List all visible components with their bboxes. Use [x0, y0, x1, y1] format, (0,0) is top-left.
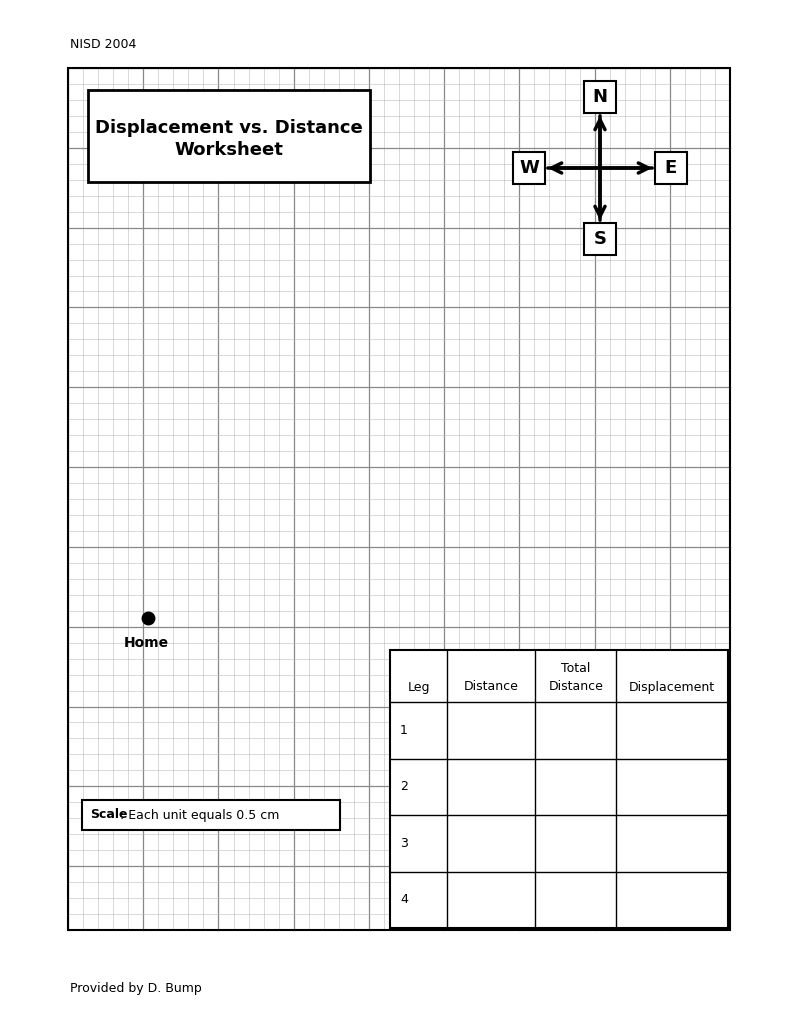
Text: Provided by D. Bump: Provided by D. Bump [70, 982, 202, 995]
Text: 4: 4 [400, 893, 408, 906]
Bar [584, 223, 616, 255]
Text: Displacement vs. Distance: Displacement vs. Distance [95, 119, 363, 137]
Text: Scale: Scale [90, 809, 127, 821]
Text: Leg: Leg [407, 681, 430, 693]
Bar [584, 81, 616, 113]
Text: 3: 3 [400, 837, 408, 850]
Text: Home: Home [123, 636, 168, 650]
Bar [82, 800, 340, 830]
Bar [655, 152, 687, 184]
Text: Displacement: Displacement [629, 681, 715, 693]
Text: Worksheet: Worksheet [175, 141, 283, 159]
Text: NISD 2004: NISD 2004 [70, 38, 136, 51]
Bar [513, 152, 545, 184]
Text: 2: 2 [400, 780, 408, 794]
Text: : Each unit equals 0.5 cm: : Each unit equals 0.5 cm [120, 809, 279, 821]
Text: W: W [519, 159, 539, 177]
Bar [68, 68, 730, 930]
Text: S: S [593, 230, 607, 248]
Bar [390, 650, 728, 928]
Bar [88, 90, 370, 182]
Text: N: N [592, 88, 607, 106]
Text: 1: 1 [400, 724, 408, 736]
Text: Distance: Distance [548, 681, 604, 693]
Text: Total: Total [561, 662, 591, 675]
Text: E: E [665, 159, 677, 177]
Text: Distance: Distance [464, 681, 519, 693]
